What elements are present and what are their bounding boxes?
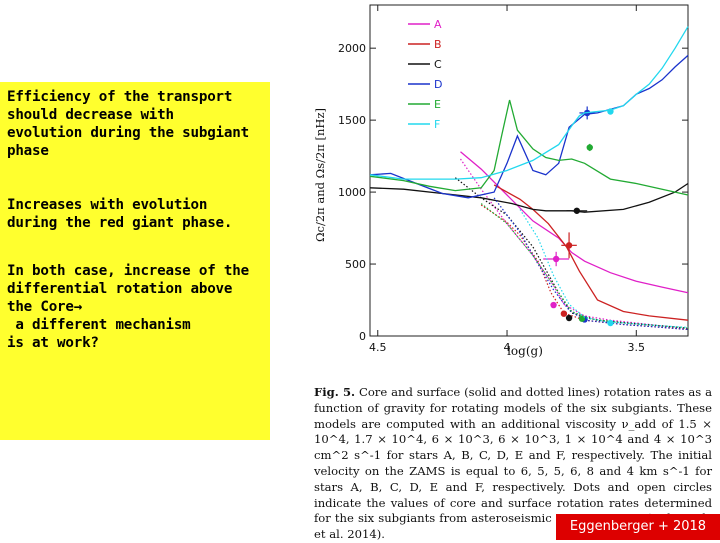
y-axis-label: Ωc/2π and Ωs/2π [nHz] — [313, 108, 327, 242]
note-line: phase — [7, 143, 49, 159]
core-observation-e — [586, 144, 593, 151]
series-layer — [369, 26, 689, 331]
note-line: In both case, increase of the — [7, 263, 249, 279]
legend-label-c: C — [434, 58, 442, 71]
legend-label-a: A — [434, 18, 442, 31]
note-line: Efficiency of the transport — [7, 89, 233, 105]
core-curve-e — [369, 99, 689, 196]
x-tick-label: 3.5 — [628, 341, 646, 354]
plot-frame — [369, 4, 689, 337]
y-axis: 0 500 1000 1500 2000 — [338, 42, 688, 343]
note-line: the Core→ — [7, 299, 83, 315]
caption-label: Fig. 5. — [314, 385, 356, 399]
core-observation-a — [552, 255, 560, 263]
surface-curve-d — [493, 197, 689, 331]
surface-observation-c — [565, 314, 573, 322]
x-axis: 4.5 4 3.5 — [369, 5, 645, 354]
x-tick-label: 4 — [504, 341, 511, 354]
surface-observation-b — [560, 310, 568, 317]
surface-curve-b — [480, 204, 689, 331]
note-line: evolution during the subgiant — [7, 125, 249, 141]
surface-observation-f — [607, 319, 614, 327]
core-curve-d — [369, 54, 689, 199]
y-tick-label: 0 — [359, 330, 366, 343]
notes-panel — [0, 82, 270, 440]
note-line: during the red giant phase. — [7, 215, 233, 231]
legend-label-e: E — [434, 98, 441, 111]
core-observation-f — [607, 108, 614, 115]
surface-observation-a — [550, 301, 557, 309]
y-tick-label: 1000 — [338, 186, 366, 199]
note-line: a different mechanism — [7, 317, 191, 333]
legend-label-b: B — [434, 38, 442, 51]
x-tick-label: 4.5 — [369, 341, 387, 354]
core-curve-a — [460, 151, 689, 294]
y-tick-label: 2000 — [338, 42, 366, 55]
core-observation-b — [565, 242, 573, 249]
note-line: should decrease with — [7, 107, 174, 123]
note-transport-efficiency: Efficiency of the transport should decre… — [7, 88, 249, 160]
note-red-giant: Increases with evolution during the red … — [7, 196, 232, 232]
legend-label-d: D — [434, 78, 442, 91]
y-tick-label: 500 — [345, 258, 366, 271]
core-observation-c — [573, 207, 581, 214]
note-differential-rotation: In both case, increase of the differenti… — [7, 262, 249, 352]
core-curve-f — [369, 26, 689, 180]
citation-badge: Eggenberger + 2018 — [556, 514, 720, 540]
note-line: differential rotation above — [7, 281, 233, 297]
y-tick-label: 1500 — [338, 114, 366, 127]
note-line: is at work? — [7, 335, 99, 351]
note-line: Increases with evolution — [7, 197, 208, 213]
legend-label-f: F — [434, 118, 440, 131]
surface-curve-f — [519, 209, 689, 328]
x-axis-label: log(g) — [507, 344, 543, 358]
